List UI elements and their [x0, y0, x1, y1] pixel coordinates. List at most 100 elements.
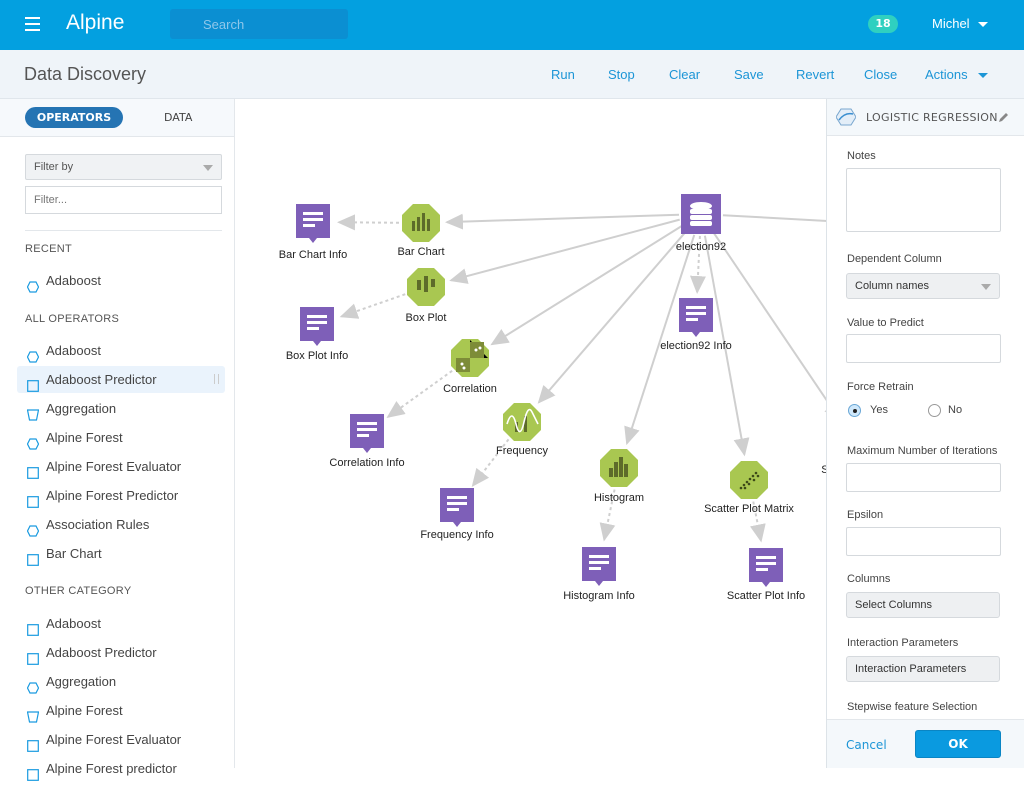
operator-list-item[interactable]: Bar Chart — [17, 540, 225, 567]
database-icon — [681, 194, 721, 234]
operator-list-item[interactable]: Adaboost Predictor — [17, 366, 225, 393]
filter-input[interactable] — [25, 186, 222, 214]
run-button[interactable]: Run — [551, 67, 575, 82]
edge[interactable] — [624, 234, 696, 446]
search-input[interactable] — [170, 9, 348, 39]
operator-list-item[interactable]: Adaboost — [17, 267, 225, 294]
node-label: Correlation Info — [329, 457, 405, 469]
box-plot-icon — [407, 268, 445, 306]
ok-button[interactable]: OK — [915, 730, 1001, 758]
logistic-regression-icon — [836, 108, 856, 126]
force-retrain-label: Force Retrain — [847, 381, 914, 393]
operator-label: Association Rules — [46, 517, 150, 532]
info-document-icon — [296, 204, 330, 243]
operator-list-item[interactable]: Aggregation — [17, 668, 225, 695]
operators-sidebar: OPERATORS DATA Filter by RECENT Adaboost A… — [0, 99, 235, 781]
trapezoid-icon — [26, 705, 40, 723]
edge-dashed[interactable] — [339, 293, 406, 319]
operator-list-item[interactable]: Association Rules — [17, 511, 225, 538]
dependent-column-select[interactable]: Column names — [846, 273, 1000, 299]
filter-select[interactable]: Filter by — [25, 154, 222, 180]
operator-list-item[interactable]: Alpine Forest Evaluator — [17, 726, 225, 753]
tab-data[interactable]: DATA — [164, 111, 193, 124]
force-retrain-yes-radio[interactable] — [848, 404, 861, 417]
drag-handle-icon[interactable] — [214, 374, 219, 384]
square-icon — [27, 490, 39, 508]
page-title: Data Discovery — [24, 64, 147, 84]
max-iterations-input[interactable] — [846, 463, 1001, 492]
hexagon-icon — [26, 519, 40, 537]
app-logo: Alpine — [66, 11, 125, 34]
panel-header: LOGISTIC REGRESSION — [827, 99, 1024, 136]
correlation-icon — [451, 339, 489, 377]
edge-dashed[interactable] — [386, 370, 453, 418]
section-title: ALL OPERATORS — [25, 313, 120, 325]
node-label: Bar Chart Info — [278, 249, 348, 261]
hexagon-icon — [26, 432, 40, 450]
menu-icon[interactable] — [25, 17, 40, 31]
operator-list-item[interactable]: Adaboost Predictor — [17, 639, 225, 666]
edit-pencil-icon[interactable] — [998, 112, 1009, 123]
edge[interactable] — [537, 230, 688, 404]
edge-dashed[interactable] — [750, 501, 766, 543]
frequency-icon — [503, 403, 541, 441]
save-button[interactable]: Save — [734, 67, 764, 82]
edge-dashed[interactable] — [336, 214, 400, 231]
user-name: Michel — [932, 16, 970, 31]
operator-list-item[interactable]: Alpine Forest Predictor — [17, 482, 225, 509]
user-menu[interactable]: Michel — [932, 16, 988, 31]
square-icon — [27, 734, 39, 752]
operator-label: Adaboost — [46, 616, 101, 631]
notes-textarea[interactable] — [846, 168, 1001, 232]
epsilon-input[interactable] — [846, 527, 1001, 556]
square-icon — [27, 461, 39, 479]
edge[interactable] — [490, 224, 683, 346]
revert-button[interactable]: Revert — [796, 67, 835, 82]
clear-button[interactable]: Clear — [669, 67, 701, 82]
stop-button[interactable]: Stop — [608, 67, 635, 82]
top-bar: Alpine 18 Michel — [0, 0, 1024, 50]
properties-panel: LOGISTIC REGRESSION Notes Dependent Colu… — [826, 99, 1024, 768]
cancel-button[interactable]: Cancel — [846, 738, 887, 752]
operator-label: Bar Chart — [46, 546, 102, 561]
value-to-predict-label: Value to Predict — [847, 317, 924, 329]
operator-list-item[interactable]: Adaboost — [17, 610, 225, 637]
operator-label: Alpine Forest Evaluator — [46, 459, 182, 474]
interaction-parameters-label: Interaction Parameters — [847, 637, 959, 649]
force-retrain-no-radio[interactable] — [928, 404, 941, 417]
operator-list-item[interactable]: Aggregation — [17, 395, 225, 422]
section-title: OTHER CATEGORY — [25, 585, 132, 597]
value-to-predict-input[interactable] — [846, 334, 1001, 363]
edge[interactable] — [444, 213, 680, 230]
operator-list-item[interactable]: Alpine Forest — [17, 697, 225, 724]
edge[interactable] — [449, 218, 680, 284]
edge-dashed[interactable] — [471, 438, 510, 488]
edge[interactable] — [712, 231, 842, 422]
info-document-icon — [749, 548, 783, 587]
page-header: Data Discovery Run Stop Clear Save Rever… — [0, 50, 1024, 99]
tab-operators[interactable]: OPERATORS — [25, 107, 123, 128]
edge[interactable] — [703, 235, 750, 457]
operator-list-item[interactable]: Alpine Forest Evaluator — [17, 453, 225, 480]
node-label: Histogram Info — [563, 590, 635, 602]
operator-list-item[interactable]: Alpine Forest predictor — [17, 755, 225, 782]
dependent-column-value: Column names — [855, 280, 929, 292]
node-label: Bar Chart — [397, 246, 445, 258]
select-columns-button[interactable]: Select Columns — [846, 592, 1000, 618]
operator-list-item[interactable]: Alpine Forest — [17, 424, 225, 451]
operator-list-item[interactable]: Adaboost — [17, 337, 225, 364]
square-icon — [27, 548, 39, 566]
operator-label: Adaboost — [46, 273, 101, 288]
actions-menu[interactable]: Actions — [925, 67, 988, 82]
notes-label: Notes — [847, 150, 876, 162]
operator-label: Adaboost Predictor — [46, 372, 157, 387]
close-button[interactable]: Close — [864, 67, 898, 82]
columns-label: Columns — [847, 573, 891, 585]
notification-badge[interactable]: 18 — [868, 15, 898, 33]
operator-label: Alpine Forest — [46, 430, 123, 445]
chevron-down-icon — [977, 22, 988, 28]
info-document-icon — [582, 547, 616, 586]
divider — [25, 230, 222, 231]
interaction-parameters-button[interactable]: Interaction Parameters — [846, 656, 1000, 682]
edge-dashed[interactable] — [599, 489, 616, 542]
